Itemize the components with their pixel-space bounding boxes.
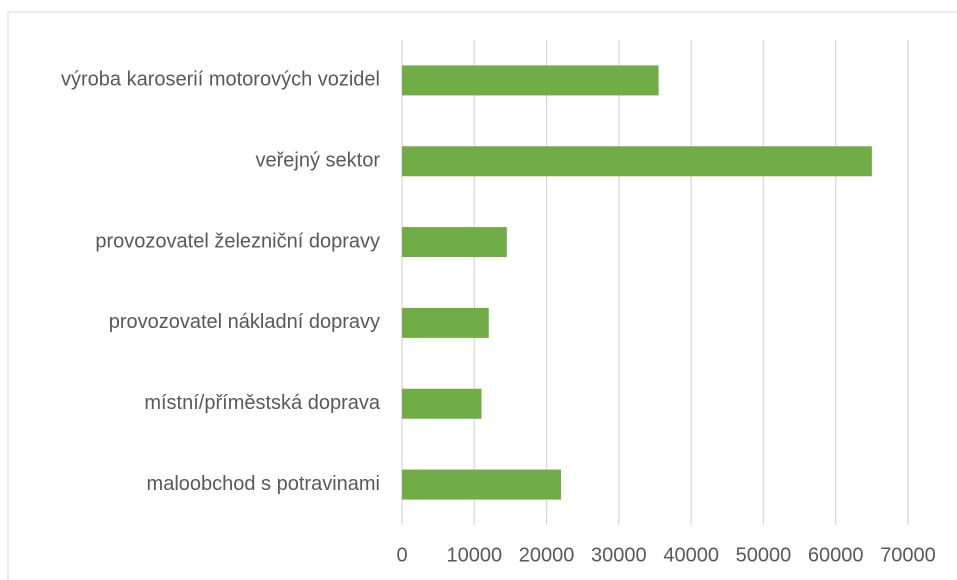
x-tick-label: 0 bbox=[396, 544, 407, 566]
y-tick-label: provozovatel železniční dopravy bbox=[95, 230, 380, 252]
x-tick-label: 70000 bbox=[880, 544, 936, 566]
y-tick-label: výroba karoserií motorových vozidel bbox=[61, 69, 380, 91]
bar bbox=[402, 65, 659, 96]
bar bbox=[402, 227, 507, 258]
bar bbox=[402, 388, 482, 419]
y-tick-label: místní/příměstská doprava bbox=[144, 392, 381, 414]
x-tick-label: 20000 bbox=[519, 544, 575, 566]
y-tick-label: veřejný sektor bbox=[256, 150, 381, 172]
y-tick-label: provozovatel nákladní dopravy bbox=[109, 311, 380, 333]
x-tick-label: 10000 bbox=[446, 544, 502, 566]
y-tick-label: maloobchod s potravinami bbox=[147, 473, 380, 495]
bar bbox=[402, 307, 489, 338]
chart-frame bbox=[7, 11, 957, 580]
x-tick-label: 30000 bbox=[591, 544, 647, 566]
x-tick-label: 50000 bbox=[736, 544, 792, 566]
bar bbox=[402, 146, 872, 177]
x-tick-label: 40000 bbox=[663, 544, 719, 566]
x-tick-label: 60000 bbox=[808, 544, 864, 566]
bar bbox=[402, 469, 562, 500]
